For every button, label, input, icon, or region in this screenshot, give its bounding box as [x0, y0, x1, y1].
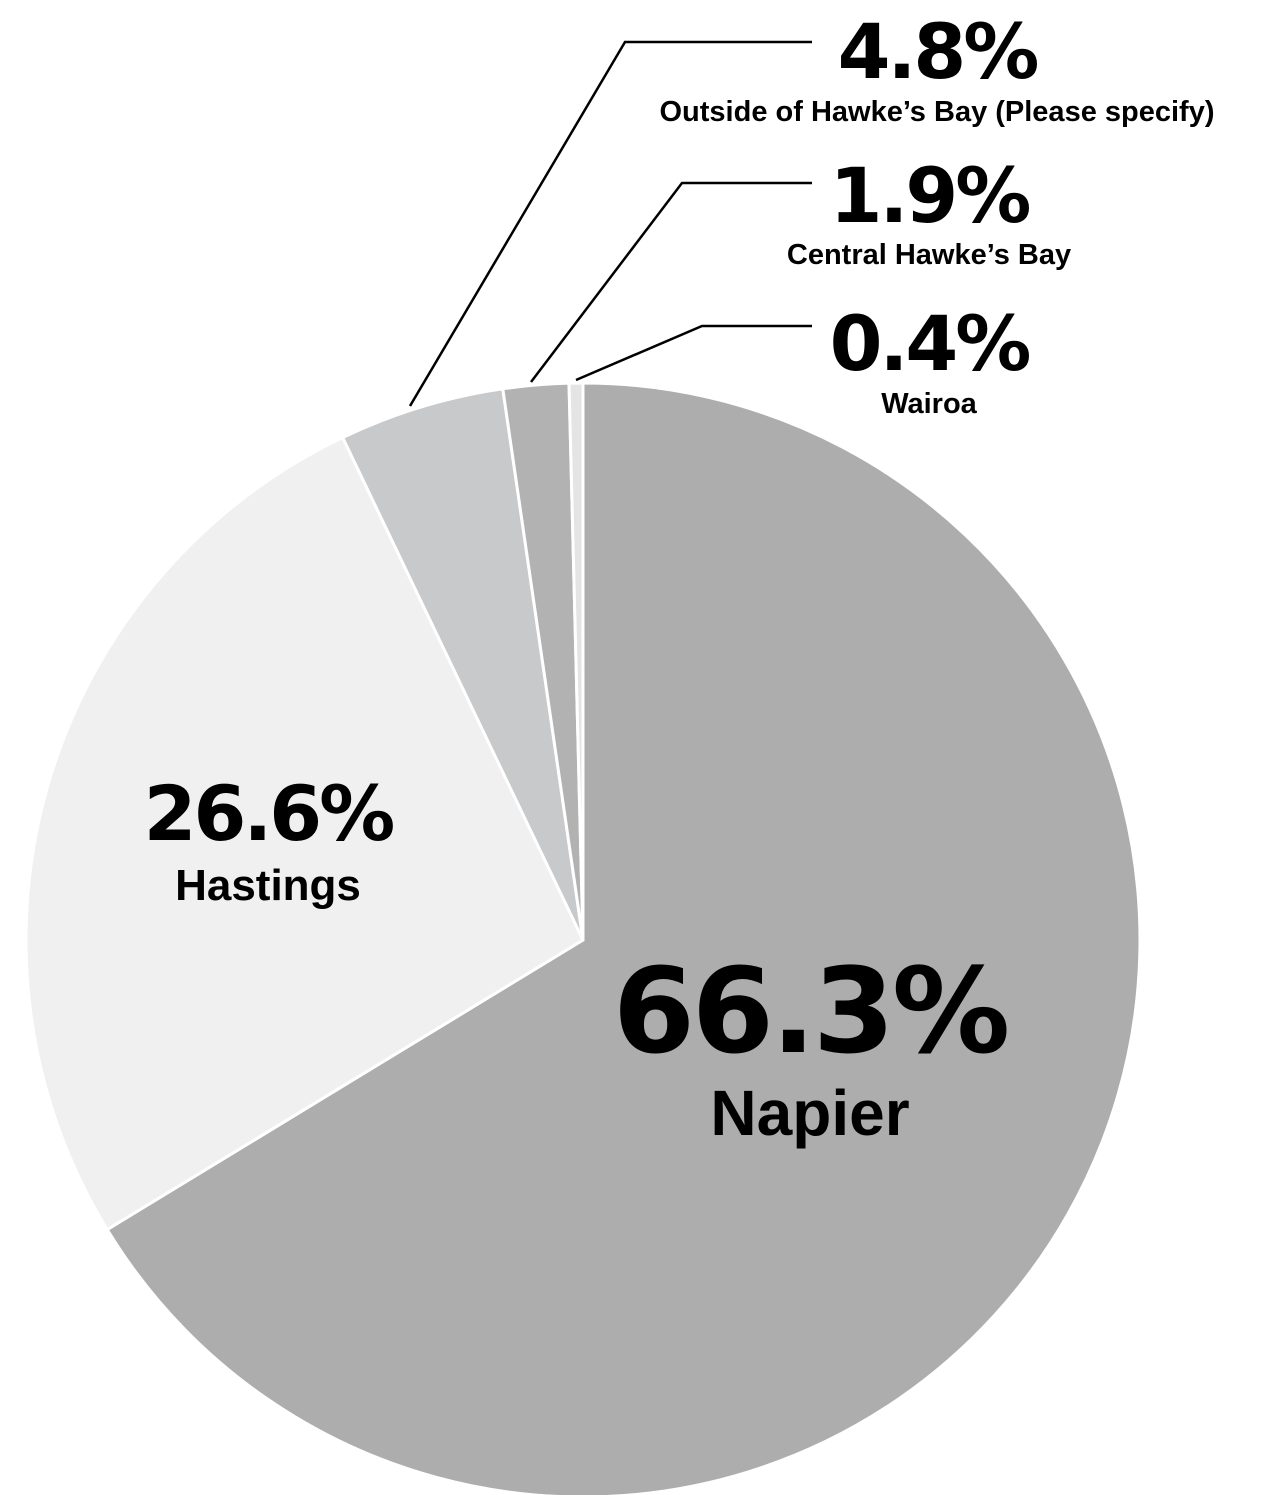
slice-value-hastings: 26.6% [144, 769, 394, 858]
callout-line-central-hawkes-bay [530, 181, 812, 383]
slice-napier [105, 381, 1142, 1495]
slice-label-hastings: Hastings [175, 861, 361, 910]
slice-label-napier: Napier [710, 1077, 909, 1149]
callout-lines [408, 40, 812, 407]
pie-slices [24, 381, 1142, 1495]
slice-value-napier: 66.3% [613, 942, 1007, 1080]
slice-label-central-hawkes-bay: Central Hawke’s Bay [787, 239, 1071, 271]
callout-line-outside-hawkes-bay [408, 40, 812, 407]
slice-label-outside-hawkes-bay: Outside of Hawke’s Bay (Please specify) [660, 96, 1215, 128]
slice-label-wairoa: Wairoa [881, 388, 977, 420]
slice-value-outside-hawkes-bay: 4.8% [838, 7, 1038, 96]
slice-value-central-hawkes-bay: 1.9% [830, 151, 1030, 240]
slice-wairoa [567, 381, 585, 942]
slice-value-wairoa: 0.4% [830, 299, 1030, 388]
callout-line-wairoa [575, 324, 812, 382]
slice-outside-hawkes-bay [341, 387, 585, 942]
slice-hastings [24, 436, 585, 1232]
